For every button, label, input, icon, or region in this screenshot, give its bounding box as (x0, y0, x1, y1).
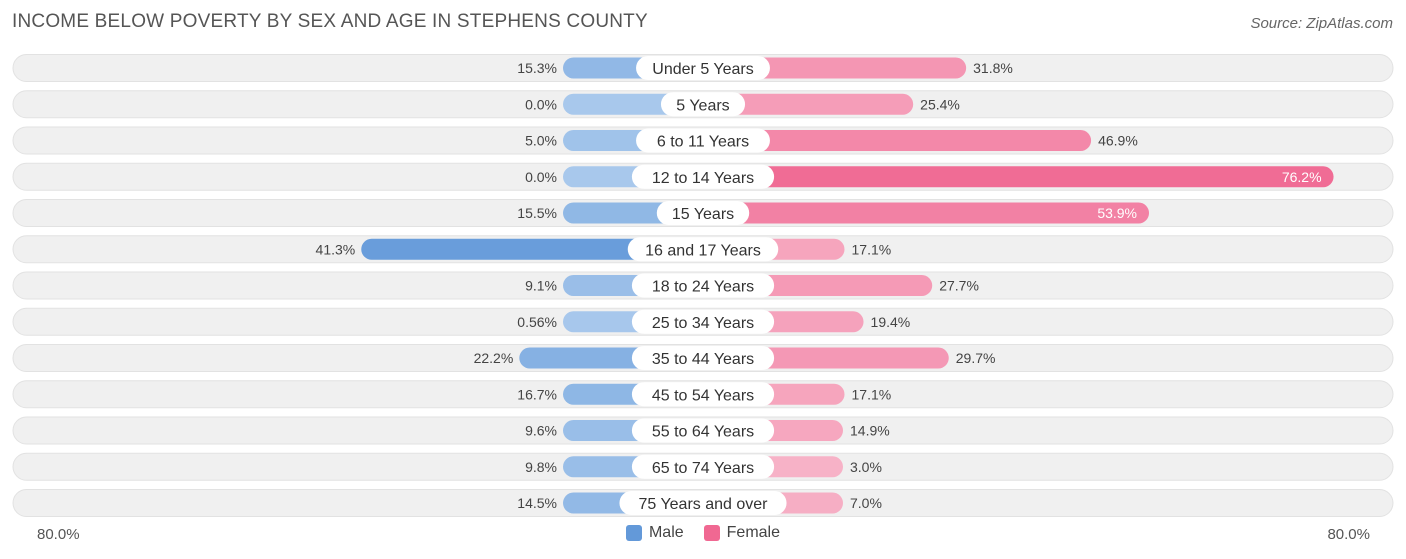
category-label: 15 Years (672, 206, 734, 223)
category-label: 6 to 11 Years (657, 134, 749, 151)
category-pill (631, 382, 775, 407)
female-value-label: 17.1% (852, 241, 892, 257)
legend-label-female: Female (726, 524, 781, 541)
female-value-label: 31.8% (973, 60, 1013, 76)
male-value-label: 14.5% (517, 495, 557, 511)
category-label: Under 5 Years (652, 61, 753, 78)
female-bar (703, 202, 1150, 224)
legend: Male Female (0, 524, 1406, 542)
category-pill (631, 346, 775, 370)
female-value-label: 29.7% (956, 350, 996, 366)
category-label: 75 Years and over (639, 496, 769, 513)
male-value-label: 0.0% (525, 169, 557, 185)
male-value-label: 16.7% (517, 386, 557, 402)
female-value-label: 76.2% (1282, 169, 1322, 185)
female-value-label: 19.4% (871, 314, 911, 330)
female-bar (703, 130, 1092, 151)
male-value-label: 0.56% (517, 314, 557, 330)
female-value-label: 7.0% (850, 495, 882, 511)
category-pill (619, 491, 787, 515)
male-value-label: 9.1% (525, 278, 557, 294)
female-swatch (703, 525, 720, 541)
category-pill (627, 237, 779, 262)
axis-min-label: 80.0% (37, 526, 80, 543)
category-pill (656, 201, 750, 225)
category-label: 45 to 54 Years (652, 387, 754, 404)
female-value-label: 14.9% (850, 423, 890, 439)
category-label: 16 and 17 Years (645, 242, 761, 259)
male-value-label: 15.3% (517, 60, 557, 76)
category-pill (636, 56, 770, 80)
female-value-label: 25.4% (920, 96, 960, 112)
female-bar (703, 93, 914, 115)
category-label: 5 Years (676, 97, 729, 114)
category-pill (660, 92, 746, 117)
category-label: 12 to 14 Years (652, 170, 754, 187)
category-label: 18 to 24 Years (652, 279, 754, 296)
male-value-label: 22.2% (474, 350, 514, 366)
female-value-label: 27.7% (939, 278, 979, 294)
source-attribution: Source: ZipAtlas.com (1250, 15, 1393, 32)
female-bar (703, 57, 967, 79)
legend-item-female[interactable]: Female (703, 524, 781, 542)
category-label: 65 to 74 Years (652, 460, 754, 477)
category-pill (631, 309, 775, 334)
category-pill (636, 128, 770, 153)
category-pill (631, 164, 775, 189)
female-value-label: 46.9% (1098, 133, 1138, 149)
male-value-label: 41.3% (316, 241, 356, 257)
male-value-label: 0.0% (525, 96, 557, 112)
chart-title: INCOME BELOW POVERTY BY SEX AND AGE IN S… (12, 11, 648, 32)
axis-max-label: 80.0% (1327, 526, 1370, 543)
category-label: 25 to 34 Years (652, 315, 754, 332)
male-swatch (625, 525, 642, 541)
male-value-label: 9.8% (525, 459, 557, 475)
category-label: 55 to 64 Years (652, 424, 754, 441)
male-value-label: 9.6% (525, 423, 557, 439)
female-bar (703, 166, 1334, 188)
male-value-label: 15.5% (517, 205, 557, 221)
legend-label-male: Male (648, 524, 684, 541)
male-value-label: 5.0% (525, 133, 557, 149)
category-pill (631, 454, 775, 479)
category-pill (631, 418, 775, 443)
category-label: 35 to 44 Years (652, 351, 754, 368)
legend-item-male[interactable]: Male (625, 524, 684, 542)
category-pill (631, 273, 775, 298)
diverging-bar-chart: 15.3% 31.8% Under 5 Years 0.0% 25.4% 5 Years 5… (12, 54, 1394, 517)
female-value-label: 53.9% (1097, 205, 1137, 221)
male-bar (361, 238, 703, 260)
female-value-label: 17.1% (852, 386, 892, 402)
female-value-label: 3.0% (850, 459, 882, 475)
